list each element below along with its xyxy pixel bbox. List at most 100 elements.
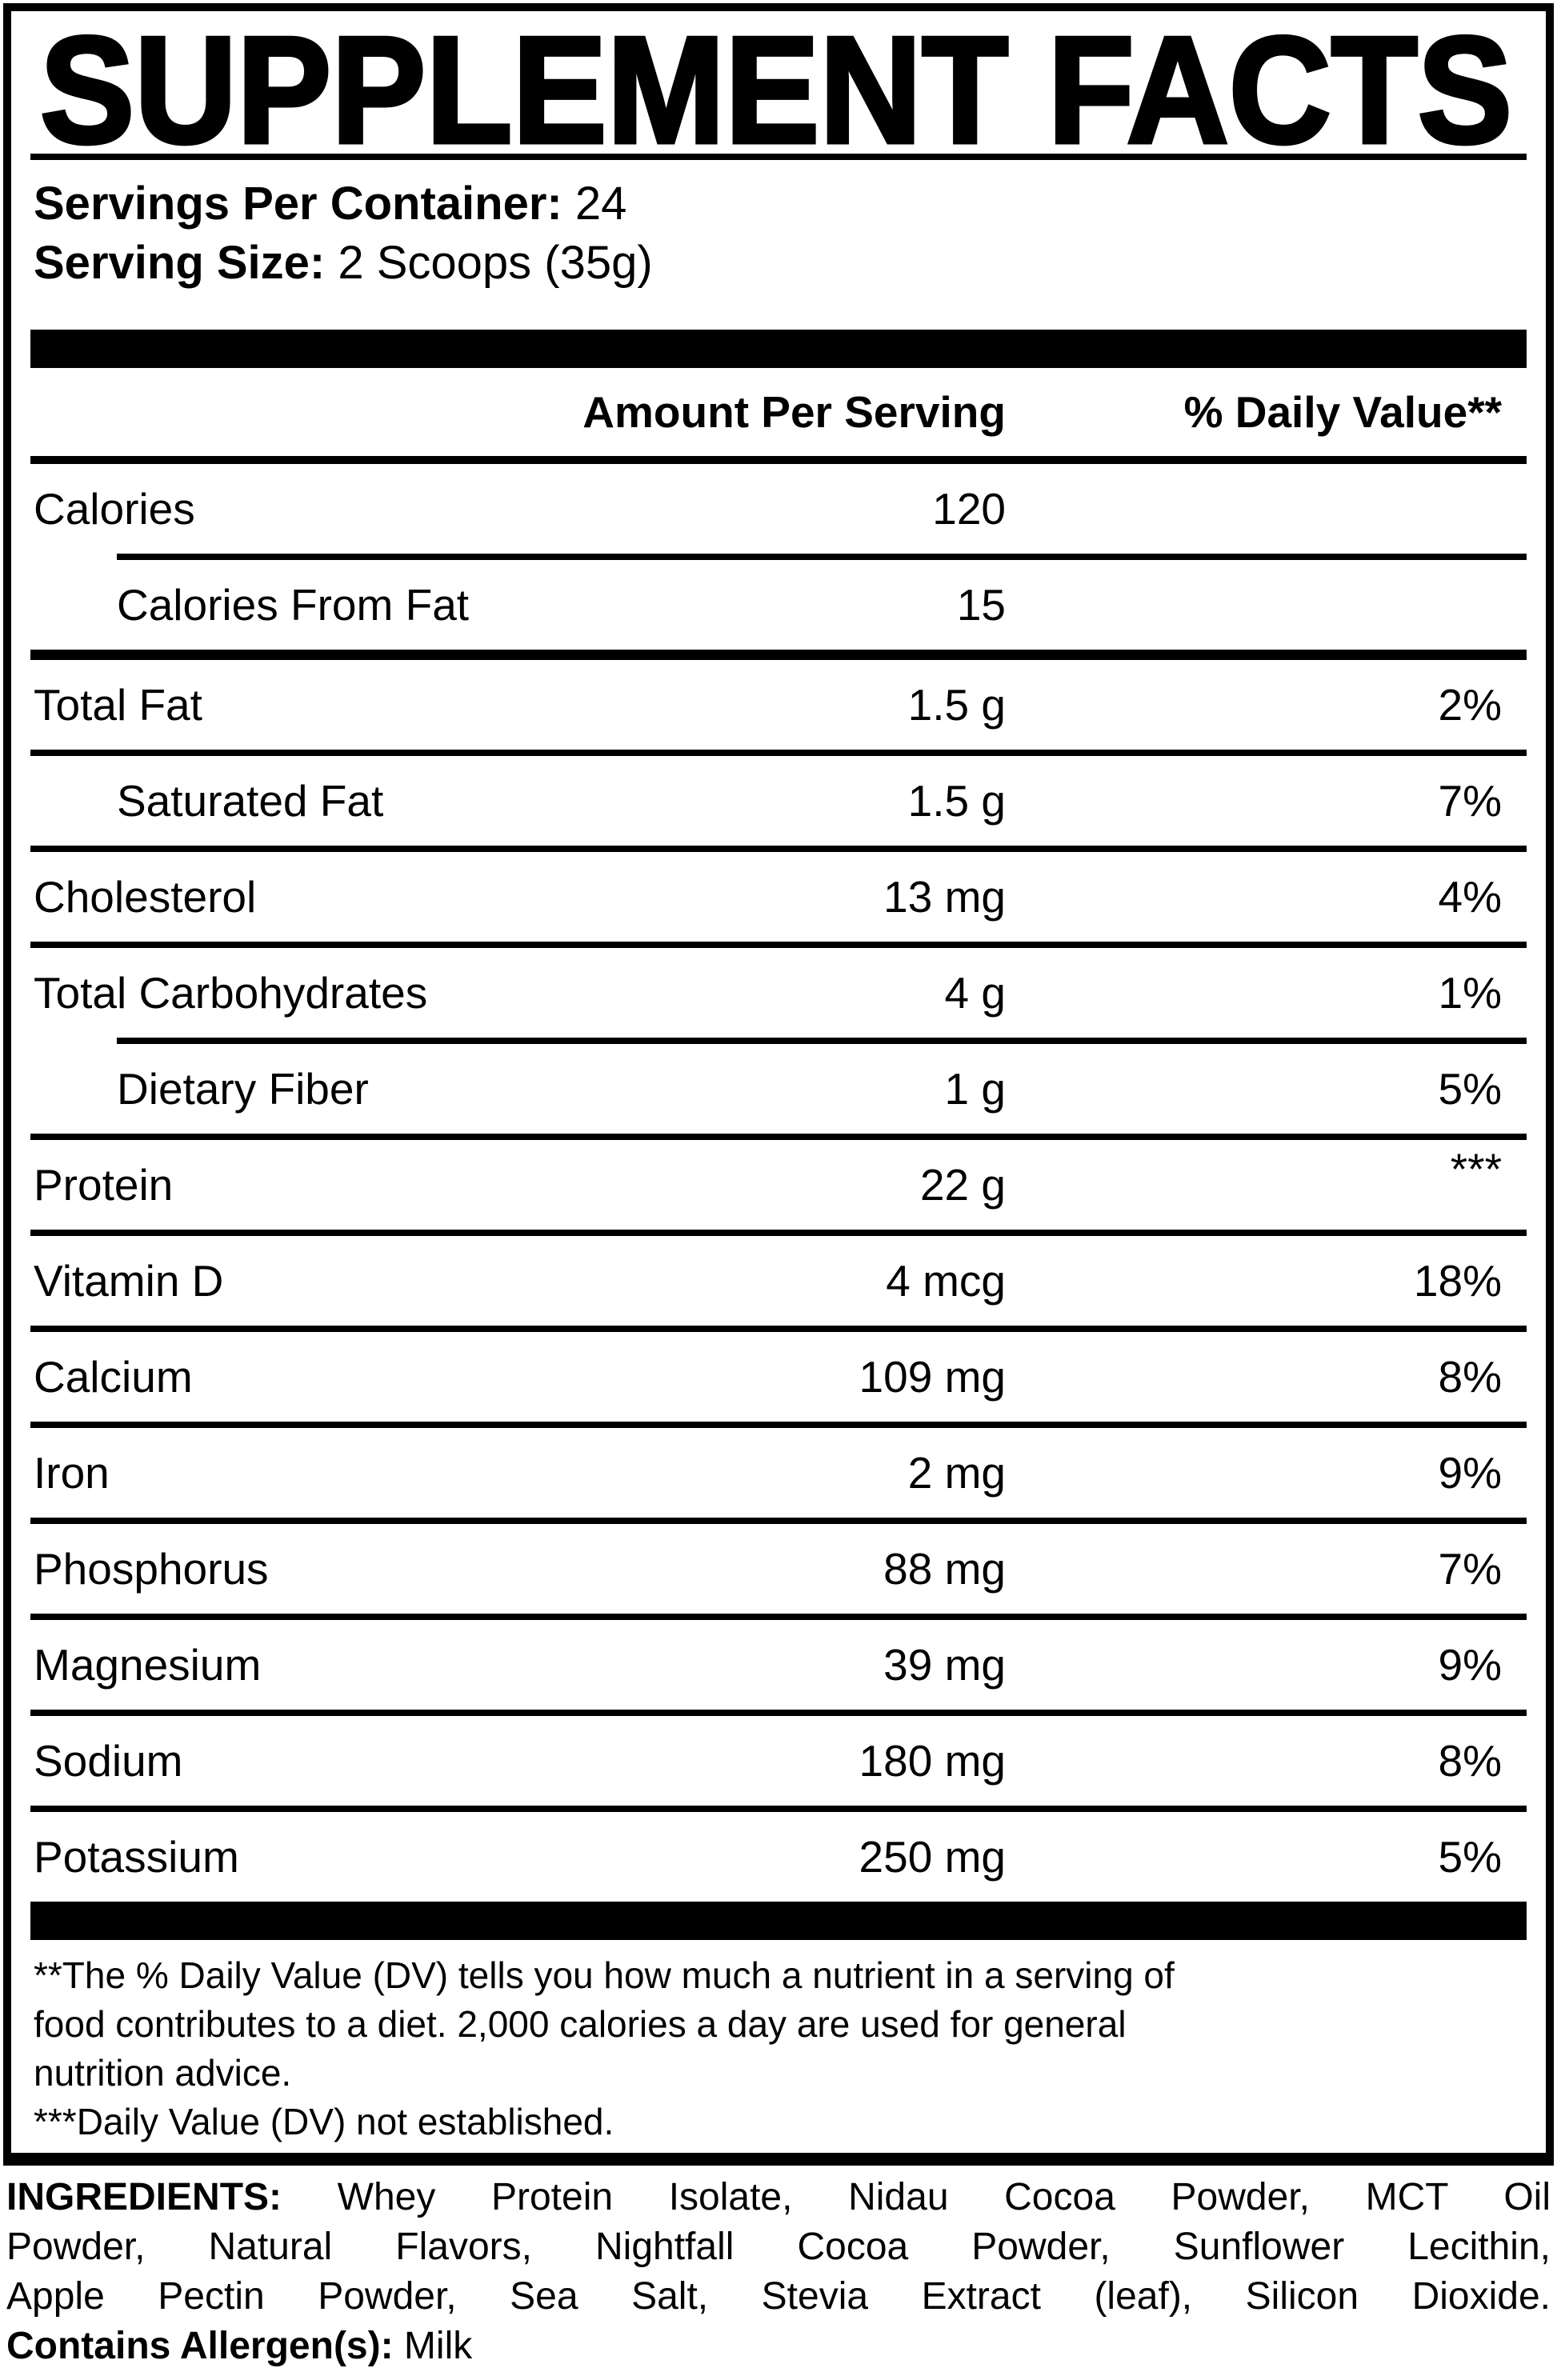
- facts-rows: Calories 120 Calories From Fat 15 Total Fat 1…: [11, 464, 1546, 1902]
- nutrient-amount: 15: [956, 580, 1006, 630]
- nutrient-row: Phosphorus 88 mg 7%: [11, 1524, 1546, 1614]
- facts-header-row: Amount Per Serving % Daily Value**: [11, 368, 1546, 456]
- nutrient-label: Vitamin D: [34, 1256, 224, 1306]
- nutrient-dv: 5%: [1438, 1832, 1503, 1882]
- nutrient-label: Iron: [34, 1448, 110, 1498]
- nutrient-amount: 2 mg: [907, 1448, 1006, 1498]
- nutrient-amount: 180 mg: [859, 1736, 1006, 1786]
- nutrient-dv: 1%: [1438, 968, 1503, 1018]
- row-divider: [30, 1326, 1527, 1332]
- nutrient-amount: 109 mg: [859, 1352, 1006, 1402]
- nutrient-row: Iron 2 mg 9%: [11, 1428, 1546, 1518]
- nutrient-amount: 13 mg: [883, 872, 1006, 922]
- nutrient-dv: 2%: [1438, 680, 1503, 730]
- servings-per-container-line: Servings Per Container: 24: [34, 174, 1527, 234]
- nutrient-amount: 1.5 g: [907, 680, 1006, 730]
- nutrient-amount: 120: [932, 484, 1006, 534]
- nutrient-amount: 39 mg: [883, 1640, 1006, 1690]
- nutrient-dv: 8%: [1438, 1352, 1503, 1402]
- allergen-value: Milk: [393, 2325, 473, 2367]
- nutrient-label: Phosphorus: [34, 1544, 269, 1594]
- nutrient-dv: 8%: [1438, 1736, 1503, 1786]
- row-divider: [117, 554, 1527, 560]
- row-divider: [30, 1806, 1527, 1812]
- header-divider: [30, 456, 1527, 464]
- allergen-label: Contains Allergen(s):: [6, 2325, 394, 2367]
- nutrient-label: Calories: [34, 484, 195, 534]
- allergen-line: Contains Allergen(s): Milk: [6, 2322, 1551, 2371]
- nutrient-row: Calcium 109 mg 8%: [11, 1332, 1546, 1422]
- separator-bar-top: [30, 330, 1527, 368]
- nutrient-dv: 18%: [1413, 1256, 1502, 1306]
- label-box: SUPPLEMENT FACTS Servings Per Container:…: [3, 3, 1554, 2166]
- nutrient-label: Magnesium: [34, 1640, 262, 1690]
- nutrient-amount: 4 mcg: [886, 1256, 1006, 1306]
- nutrient-row: Cholesterol 13 mg 4%: [11, 852, 1546, 942]
- nutrient-row: Magnesium 39 mg 9%: [11, 1620, 1546, 1710]
- serving-size-label: Serving Size:: [34, 237, 326, 289]
- nutrient-label: Cholesterol: [34, 872, 257, 922]
- nutrient-dv: 9%: [1438, 1640, 1503, 1690]
- nutrient-dv: 4%: [1438, 872, 1503, 922]
- row-divider: [30, 1230, 1527, 1236]
- nutrient-amount: 4 g: [944, 968, 1006, 1018]
- nutrient-amount: 250 mg: [859, 1832, 1006, 1882]
- row-divider: [30, 1422, 1527, 1428]
- row-divider: [30, 1710, 1527, 1716]
- nutrient-dv: 9%: [1438, 1448, 1503, 1498]
- separator-bar-bottom: [30, 1902, 1527, 1940]
- nutrient-row: Total Carbohydrates 4 g 1%: [11, 948, 1546, 1038]
- nutrient-label: Dietary Fiber: [117, 1064, 369, 1114]
- nutrient-amount: 1 g: [944, 1064, 1006, 1114]
- nutrient-label: Saturated Fat: [117, 776, 384, 826]
- title-text: SUPPLEMENT FACTS: [40, 26, 1512, 147]
- row-divider: [30, 650, 1527, 660]
- daily-value-header: % Daily Value**: [1183, 387, 1502, 437]
- nutrient-dv: 5%: [1438, 1064, 1503, 1114]
- row-divider: [117, 1038, 1527, 1044]
- serving-size-value: 2 Scoops (35g): [325, 237, 653, 289]
- nutrient-row: Dietary Fiber 1 g 5%: [11, 1044, 1546, 1134]
- row-divider: [30, 942, 1527, 948]
- nutrient-dv: ***: [1450, 1144, 1502, 1194]
- dv-footnote: **The % Daily Value (DV) tells you how m…: [34, 1954, 1175, 2142]
- nutrient-label: Total Carbohydrates: [34, 968, 428, 1018]
- row-divider: [30, 750, 1527, 756]
- page-title: SUPPLEMENT FACTS: [40, 26, 1517, 147]
- nutrient-dv: 7%: [1438, 776, 1503, 826]
- nutrient-amount: 88 mg: [883, 1544, 1006, 1594]
- row-divider: [30, 1614, 1527, 1620]
- servings-per-container-value: 24: [562, 178, 627, 230]
- nutrient-row: Total Fat 1.5 g 2%: [11, 660, 1546, 750]
- servings-per-container-label: Servings Per Container:: [34, 178, 562, 230]
- nutrient-dv: 7%: [1438, 1544, 1503, 1594]
- serving-info: Servings Per Container: 24 Serving Size:…: [30, 174, 1527, 293]
- row-divider: [30, 1518, 1527, 1524]
- nutrient-label: Calcium: [34, 1352, 193, 1402]
- ingredients-section: INGREDIENTS: Whey Protein Isolate, Nidau…: [6, 2173, 1551, 2371]
- ingredients-label: INGREDIENTS:: [6, 2176, 282, 2218]
- nutrient-amount: 22 g: [919, 1160, 1006, 1210]
- title-svg: SUPPLEMENT FACTS: [40, 26, 1515, 147]
- nutrient-label: Calories From Fat: [117, 580, 470, 630]
- serving-size-line: Serving Size: 2 Scoops (35g): [34, 234, 1527, 293]
- row-divider: [30, 846, 1527, 852]
- ingredients-text: INGREDIENTS: Whey Protein Isolate, Nidau…: [6, 2173, 1551, 2322]
- nutrient-label: Protein: [34, 1160, 174, 1210]
- ingredients-list: Whey Protein Isolate, Nidau Cocoa Powder…: [6, 2176, 1551, 2318]
- nutrient-amount: 1.5 g: [907, 776, 1006, 826]
- nutrient-row: Vitamin D 4 mcg 18%: [11, 1236, 1546, 1326]
- row-divider: [30, 1134, 1527, 1140]
- nutrient-label: Potassium: [34, 1832, 239, 1882]
- nutrient-label: Sodium: [34, 1736, 183, 1786]
- amount-per-serving-header: Amount Per Serving: [582, 387, 1006, 437]
- nutrient-row: Saturated Fat 1.5 g 7%: [11, 756, 1546, 846]
- nutrient-row: Protein 22 g ***: [11, 1140, 1546, 1230]
- title-divider: [30, 154, 1527, 160]
- nutrient-label: Total Fat: [34, 680, 202, 730]
- nutrient-row: Calories 120: [11, 464, 1546, 554]
- nutrient-row: Calories From Fat 15: [11, 560, 1546, 650]
- nutrient-row: Potassium 250 mg 5%: [11, 1812, 1546, 1902]
- nutrient-row: Sodium 180 mg 8%: [11, 1716, 1546, 1806]
